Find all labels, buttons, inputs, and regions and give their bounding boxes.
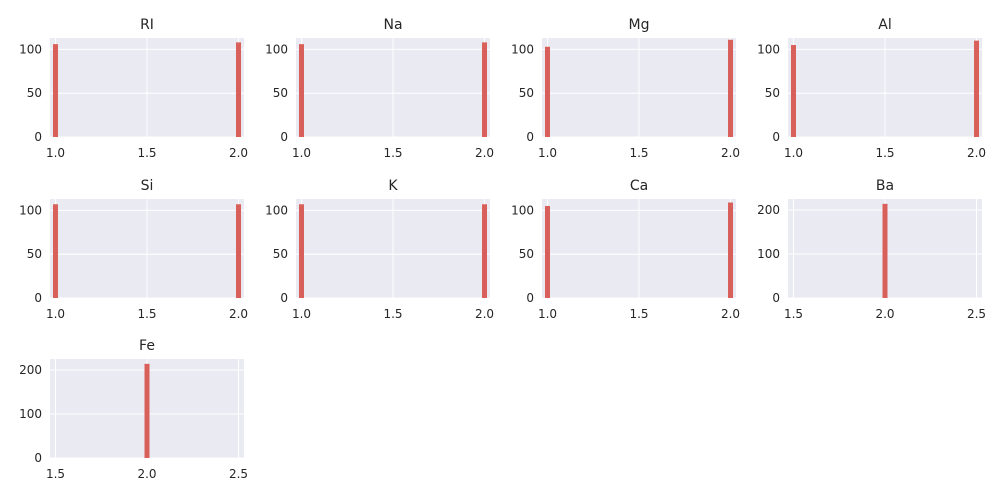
histogram-bar <box>882 203 888 298</box>
y-tick-label: 100 <box>757 42 780 56</box>
x-tick-label: 1.5 <box>383 307 402 321</box>
y-tick-label: 0 <box>280 291 288 305</box>
x-tick-label: 1.5 <box>46 467 65 481</box>
y-tick-label: 0 <box>280 130 288 144</box>
x-tick-label: 2.0 <box>721 146 740 160</box>
panel-title: RI <box>140 17 154 33</box>
x-tick-label: 2.0 <box>475 307 494 321</box>
x-tick-label: 2.0 <box>721 307 740 321</box>
panel-al: 1.0 1.5 2.0 0 50 100 Al <box>757 17 986 160</box>
x-tick-label: 1.0 <box>784 146 803 160</box>
x-tick-label: 1.5 <box>875 146 894 160</box>
panel-title: Mg <box>629 17 650 33</box>
panel-si: 1.0 1.5 2.0 0 50 100 Si <box>19 178 248 321</box>
y-tick-label: 0 <box>772 291 780 305</box>
x-tick-label: 2.5 <box>229 467 248 481</box>
y-tick-label: 50 <box>27 247 42 261</box>
histogram-bar <box>790 45 796 137</box>
y-tick-label: 100 <box>265 203 288 217</box>
y-tick-label: 100 <box>19 42 42 56</box>
y-tick-label: 0 <box>34 130 42 144</box>
x-tick-label: 2.5 <box>967 307 986 321</box>
y-tick-label: 50 <box>27 86 42 100</box>
y-tick-label: 50 <box>519 86 534 100</box>
histogram-bar <box>52 204 58 298</box>
y-tick-label: 100 <box>511 203 534 217</box>
panel-title: Al <box>878 17 891 33</box>
panel-k: 1.0 1.5 2.0 0 50 100 K <box>265 178 494 321</box>
x-tick-label: 1.5 <box>629 146 648 160</box>
y-tick-label: 0 <box>34 451 42 465</box>
histogram-bar <box>728 39 734 137</box>
y-tick-label: 100 <box>19 407 42 421</box>
panel-title: Ca <box>630 178 648 194</box>
panel-title: Fe <box>139 338 155 354</box>
y-tick-label: 0 <box>526 130 534 144</box>
histogram-bar <box>482 204 488 298</box>
x-tick-label: 1.0 <box>538 307 557 321</box>
x-tick-label: 1.5 <box>629 307 648 321</box>
panel-ca: 1.0 1.5 2.0 0 50 100 Ca <box>511 178 740 321</box>
y-tick-label: 100 <box>511 42 534 56</box>
panel-title: Na <box>383 17 402 33</box>
x-tick-label: 2.0 <box>967 146 986 160</box>
y-tick-label: 200 <box>19 363 42 377</box>
y-tick-label: 200 <box>757 203 780 217</box>
y-tick-label: 100 <box>757 247 780 261</box>
y-tick-label: 100 <box>19 203 42 217</box>
y-tick-label: 0 <box>772 130 780 144</box>
y-tick-label: 50 <box>765 86 780 100</box>
panel-title: K <box>388 178 398 194</box>
histogram-bar <box>974 40 980 137</box>
y-tick-label: 0 <box>34 291 42 305</box>
histogram-bar <box>544 46 550 137</box>
y-tick-label: 100 <box>265 42 288 56</box>
x-tick-label: 1.0 <box>292 146 311 160</box>
panel-fe: 1.5 2.0 2.5 0 100 200 Fe <box>19 338 248 481</box>
panel-title: Ba <box>876 178 894 194</box>
histogram-bar <box>544 206 550 298</box>
x-tick-label: 1.0 <box>538 146 557 160</box>
histogram-bar <box>236 204 242 298</box>
x-tick-label: 2.0 <box>229 146 248 160</box>
x-tick-label: 1.0 <box>292 307 311 321</box>
y-tick-label: 0 <box>526 291 534 305</box>
x-tick-label: 1.5 <box>137 146 156 160</box>
panel-ri: 1.0 1.5 2.0 0 50 100 RI <box>19 17 248 160</box>
x-tick-label: 2.0 <box>137 467 156 481</box>
panel-na: 1.0 1.5 2.0 0 50 100 Na <box>265 17 494 160</box>
x-tick-label: 1.0 <box>46 146 65 160</box>
histogram-bar <box>52 44 58 137</box>
x-tick-label: 2.0 <box>229 307 248 321</box>
histogram-bar <box>298 44 304 137</box>
histogram-bar <box>236 42 242 137</box>
histogram-bar <box>728 202 734 298</box>
histogram-bar <box>298 204 304 298</box>
histogram-bar <box>482 42 488 137</box>
x-tick-label: 1.5 <box>383 146 402 160</box>
x-tick-label: 1.5 <box>784 307 803 321</box>
panel-ba: 1.5 2.0 2.5 0 100 200 Ba <box>757 178 986 321</box>
panel-mg: 1.0 1.5 2.0 0 50 100 Mg <box>511 17 740 160</box>
x-tick-label: 2.0 <box>875 307 894 321</box>
x-tick-label: 2.0 <box>475 146 494 160</box>
y-tick-label: 50 <box>519 247 534 261</box>
y-tick-label: 50 <box>273 247 288 261</box>
histogram-bar <box>144 363 150 458</box>
x-tick-label: 1.0 <box>46 307 65 321</box>
y-tick-label: 50 <box>273 86 288 100</box>
x-tick-label: 1.5 <box>137 307 156 321</box>
panel-title: Si <box>141 178 154 194</box>
